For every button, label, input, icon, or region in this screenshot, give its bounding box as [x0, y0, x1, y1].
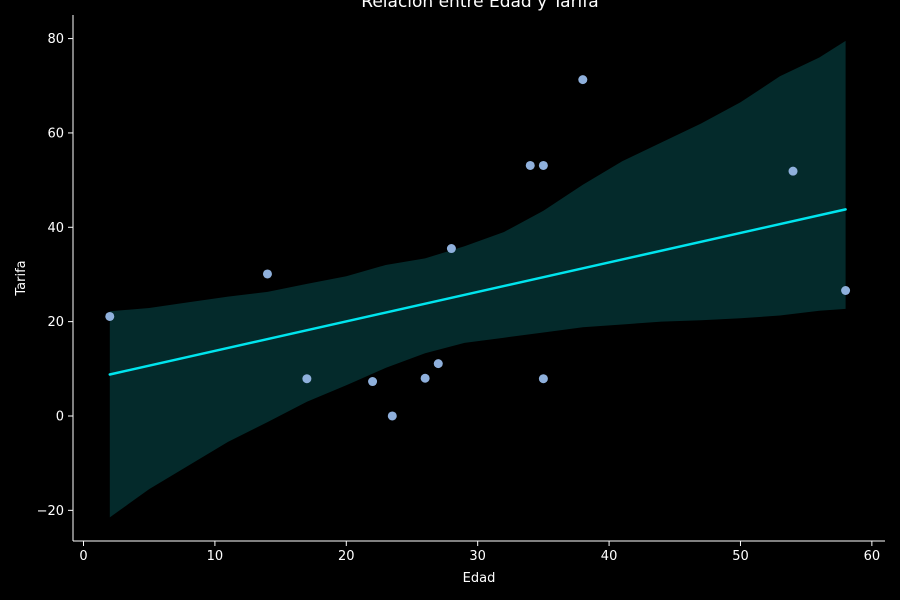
data-point: [433, 359, 443, 369]
x-tick-label: 20: [338, 549, 355, 564]
data-point: [525, 160, 535, 170]
x-tick-label: 10: [207, 549, 224, 564]
x-tick-label: 40: [601, 549, 618, 564]
x-tick-label: 60: [864, 549, 881, 564]
data-point: [446, 244, 456, 254]
y-tick-label: 80: [47, 32, 64, 47]
x-tick-label: 0: [79, 549, 87, 564]
x-ticks-layer: 0 10 20 30 40 50 60: [79, 541, 880, 564]
data-points-layer: [105, 75, 851, 421]
axes-layer: [72, 15, 885, 542]
data-point: [841, 286, 851, 296]
data-point: [302, 374, 312, 384]
chart-title: Relación entre Edad y Tarifa: [361, 0, 598, 12]
y-axis-label: Tarifa: [14, 260, 29, 296]
data-point: [105, 311, 115, 321]
confidence-band: [109, 40, 846, 518]
y-tick-label: 20: [47, 315, 64, 330]
data-point: [578, 75, 588, 85]
y-tick-label: 40: [47, 221, 64, 236]
x-axis-label: Edad: [463, 571, 496, 586]
data-point: [387, 411, 397, 421]
data-point: [368, 377, 378, 387]
y-tick-label: 0: [56, 409, 64, 424]
x-tick-label: 50: [732, 549, 749, 564]
data-point: [538, 160, 548, 170]
y-ticks-layer: −20 0 20 40 60 80: [37, 32, 73, 519]
x-tick-label: 30: [469, 549, 486, 564]
data-point: [538, 374, 548, 384]
data-point: [420, 373, 430, 383]
confidence-band-layer: [109, 40, 846, 518]
y-tick-label: −20: [37, 504, 64, 519]
y-tick-label: 60: [47, 126, 64, 141]
data-point: [262, 269, 272, 279]
data-point: [788, 166, 798, 176]
regression-line-layer: [108, 208, 847, 376]
regression-line: [108, 208, 847, 376]
